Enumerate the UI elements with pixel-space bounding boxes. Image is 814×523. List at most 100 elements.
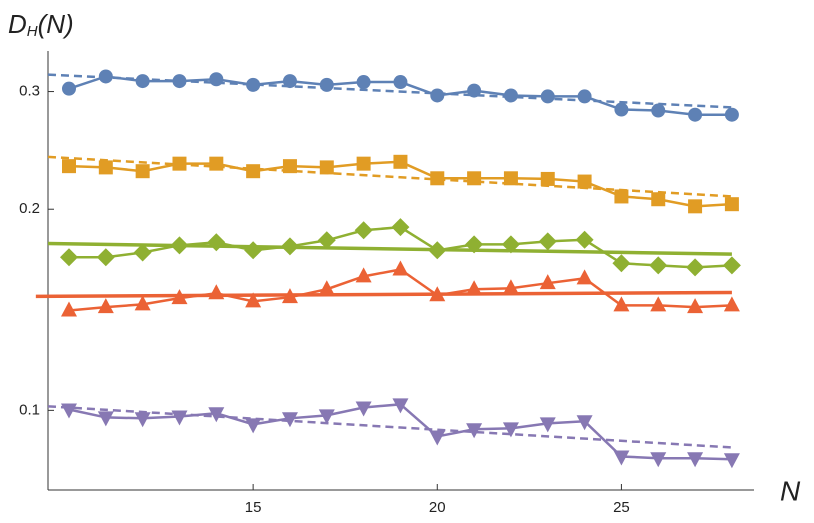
fit-line — [47, 155, 732, 198]
point — [650, 296, 667, 312]
point — [59, 248, 78, 267]
point — [392, 260, 409, 276]
point — [467, 171, 482, 186]
point — [317, 231, 336, 250]
point — [318, 280, 335, 296]
point — [429, 286, 446, 302]
point — [96, 248, 115, 267]
point — [391, 218, 410, 237]
point — [61, 81, 76, 96]
point — [686, 258, 705, 277]
point — [466, 280, 483, 296]
point — [208, 284, 225, 300]
point — [723, 296, 740, 312]
point — [613, 296, 630, 312]
point — [354, 221, 373, 240]
point — [724, 197, 739, 212]
point — [319, 160, 334, 175]
point — [171, 410, 188, 426]
point — [650, 452, 667, 468]
point — [134, 295, 151, 311]
point — [246, 164, 261, 179]
point — [502, 279, 519, 295]
point — [688, 107, 703, 122]
series-line — [68, 268, 732, 312]
fit-line — [35, 290, 732, 299]
point — [280, 237, 299, 256]
point — [172, 74, 187, 89]
point — [60, 403, 77, 419]
point — [613, 450, 630, 466]
point — [319, 77, 334, 92]
point — [207, 233, 226, 252]
point — [688, 199, 703, 214]
point — [134, 412, 151, 428]
x-axis-label: N — [780, 475, 801, 506]
point — [60, 301, 77, 317]
point — [501, 235, 520, 254]
point — [392, 398, 409, 414]
point — [722, 256, 741, 275]
point — [393, 75, 408, 90]
point — [430, 171, 445, 186]
point — [356, 156, 371, 171]
point — [282, 74, 297, 89]
point — [282, 159, 297, 174]
point — [614, 102, 629, 117]
point — [576, 415, 593, 431]
point — [612, 254, 631, 273]
point — [355, 401, 372, 417]
point — [170, 236, 189, 255]
point — [687, 452, 704, 468]
point — [135, 74, 150, 89]
point — [538, 232, 557, 251]
point — [208, 407, 225, 423]
fit-line — [47, 405, 732, 449]
point — [98, 160, 113, 175]
x-tick-label: 15 — [245, 499, 262, 516]
y-label-rest: (N) — [38, 9, 74, 39]
fit-line — [47, 241, 732, 256]
point — [133, 243, 152, 262]
point — [172, 156, 187, 171]
point — [430, 88, 445, 103]
point — [245, 292, 262, 308]
y-label-sub: H — [27, 23, 38, 40]
point — [428, 241, 447, 260]
point — [502, 422, 519, 438]
point — [209, 156, 224, 171]
point — [687, 298, 704, 314]
point — [539, 274, 556, 290]
point — [98, 69, 113, 84]
point — [577, 174, 592, 189]
point — [171, 289, 188, 305]
point — [651, 103, 666, 118]
point — [318, 409, 335, 425]
point — [355, 267, 372, 283]
point — [466, 423, 483, 439]
y-axis-label: DH(N) — [8, 9, 74, 40]
point — [503, 171, 518, 186]
point — [467, 83, 482, 98]
point — [503, 88, 518, 103]
point — [356, 75, 371, 90]
point — [723, 453, 740, 469]
point — [724, 107, 739, 122]
point — [244, 241, 263, 260]
x-tick-label: 20 — [429, 499, 446, 516]
point — [209, 72, 224, 87]
y-tick-label: 0.1 — [19, 401, 40, 418]
point — [465, 235, 484, 254]
point — [281, 412, 298, 428]
point — [576, 269, 593, 285]
point — [61, 159, 76, 174]
y-tick-label: 0.2 — [19, 200, 40, 217]
y-tick-label: 0.3 — [19, 83, 40, 100]
point — [614, 189, 629, 204]
fit-line — [47, 73, 732, 109]
point — [539, 417, 556, 433]
point — [649, 256, 668, 275]
point — [245, 418, 262, 434]
point — [429, 430, 446, 446]
